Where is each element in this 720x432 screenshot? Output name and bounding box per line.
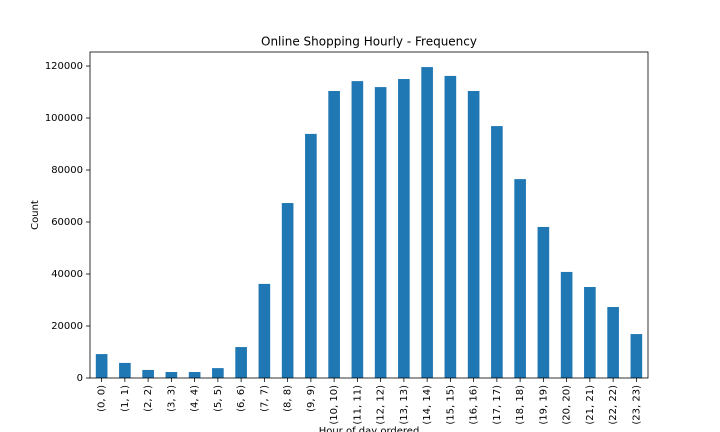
bar: [119, 362, 131, 378]
bar: [444, 75, 457, 379]
bar: [258, 283, 271, 378]
y-tick-label: 0: [77, 373, 83, 384]
x-tick-label: (0, 0): [97, 385, 108, 412]
bar: [281, 203, 294, 378]
chart-title: Online Shopping Hourly - Frequency: [261, 35, 477, 49]
bar: [95, 354, 108, 378]
x-tick-label: (19, 19): [538, 385, 549, 425]
x-tick-label: (11, 11): [352, 385, 363, 425]
bar: [491, 126, 503, 378]
x-tick-label: (5, 5): [213, 385, 224, 412]
bar: [537, 226, 550, 378]
x-tick-label: (6, 6): [236, 385, 247, 412]
bar: [328, 90, 340, 379]
bar: [607, 307, 619, 378]
y-tick-label: 40000: [51, 269, 83, 280]
x-tick-label: (13, 13): [399, 385, 410, 425]
bar: [560, 271, 573, 378]
bar: [212, 368, 224, 378]
x-tick-label: (10, 10): [329, 385, 340, 425]
x-tick-label: (12, 12): [376, 385, 387, 425]
bar: [630, 334, 643, 378]
x-tick-label: (4, 4): [190, 385, 201, 412]
x-tick-label: (15, 15): [445, 385, 456, 425]
bar: [398, 79, 410, 378]
y-tick-label: 100000: [45, 113, 83, 124]
bar: [165, 372, 178, 378]
bar: [467, 90, 480, 379]
x-tick-label: (9, 9): [306, 385, 317, 412]
x-axis-label: Hour of day ordered: [319, 426, 420, 432]
x-tick-label: (14, 14): [422, 385, 433, 425]
x-tick-label: (18, 18): [515, 385, 526, 425]
x-tick-label: (7, 7): [259, 385, 270, 412]
x-tick-label: (17, 17): [492, 385, 503, 425]
x-tick-label: (21, 21): [585, 385, 596, 425]
x-tick-label: (22, 22): [608, 385, 619, 425]
y-tick-label: 20000: [51, 321, 83, 332]
x-tick-label: (20, 20): [562, 385, 573, 425]
bar: [351, 81, 364, 378]
bar: [514, 179, 526, 378]
x-tick-label: (2, 2): [143, 385, 154, 412]
bar: [188, 372, 201, 378]
plot-frame: [89, 51, 649, 379]
bar: [584, 287, 596, 378]
y-tick-label: 120000: [45, 61, 83, 72]
x-tick-label: (3, 3): [166, 385, 177, 412]
x-tick-label: (23, 23): [631, 385, 642, 425]
y-tick-label: 60000: [51, 217, 83, 228]
x-tick-label: (1, 1): [120, 385, 131, 412]
x-tick-label: (16, 16): [469, 385, 480, 425]
bar: [421, 67, 433, 378]
bar: [374, 87, 387, 378]
bar: [235, 347, 247, 378]
bar: [142, 369, 154, 378]
bar: [305, 133, 317, 378]
x-tick-label: (8, 8): [283, 385, 294, 412]
y-tick-label: 80000: [51, 165, 83, 176]
y-axis-label: Count: [30, 200, 41, 230]
